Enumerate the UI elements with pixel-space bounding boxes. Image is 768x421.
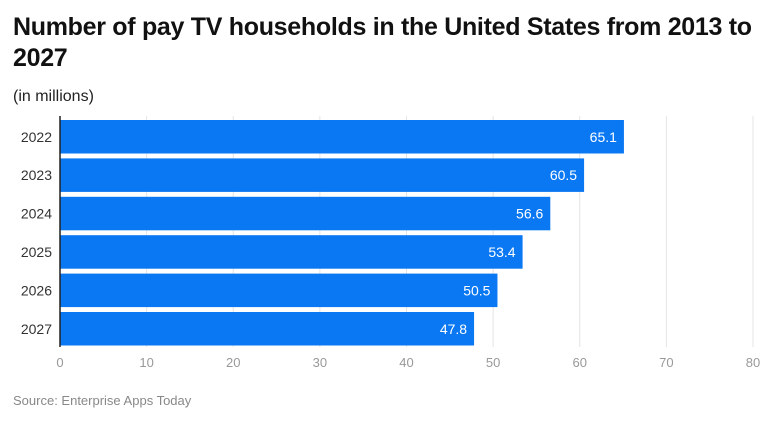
y-tick-label: 2027 [21, 321, 52, 337]
y-tick-label: 2025 [21, 244, 52, 260]
bar [60, 273, 498, 308]
y-tick-label: 2023 [21, 167, 52, 183]
data-label: 53.4 [488, 244, 515, 260]
x-tick-label: 40 [399, 355, 413, 370]
x-tick-label: 0 [56, 355, 63, 370]
source-note: Source: Enterprise Apps Today [13, 393, 192, 408]
data-label: 65.1 [590, 129, 617, 145]
bar [60, 120, 624, 154]
x-tick-label: 50 [486, 355, 500, 370]
chart-title: Number of pay TV households in the Unite… [13, 13, 752, 72]
x-tick-label: 30 [313, 355, 327, 370]
x-tick-label: 80 [746, 355, 760, 370]
y-tick-label: 2026 [21, 282, 52, 298]
x-tick-label: 20 [226, 355, 240, 370]
x-tick-label: 60 [573, 355, 587, 370]
y-tick-label: 2024 [21, 206, 52, 222]
data-label: 50.5 [463, 282, 490, 298]
bar [60, 196, 551, 231]
data-label: 60.5 [550, 167, 577, 183]
bar [60, 235, 523, 269]
bar [60, 158, 585, 192]
data-label: 56.6 [516, 206, 543, 222]
bar [60, 312, 475, 346]
x-tick-label: 70 [659, 355, 673, 370]
data-label: 47.8 [440, 321, 467, 337]
chart-subtitle: (in millions) [13, 88, 94, 105]
x-tick-label: 10 [139, 355, 153, 370]
y-tick-label: 2022 [21, 129, 52, 145]
